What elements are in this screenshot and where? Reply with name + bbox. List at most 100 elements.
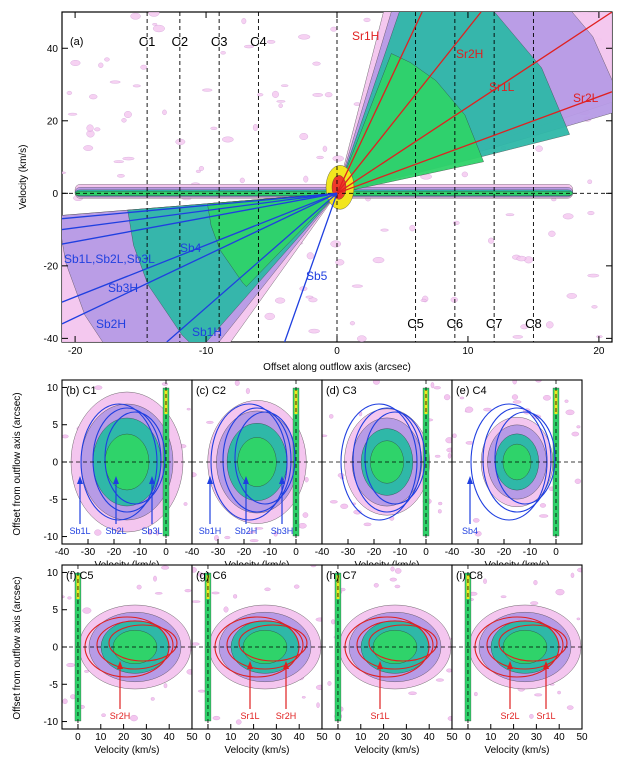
noise-speck [202, 88, 213, 92]
noise-speck [335, 259, 345, 266]
panel-plot: Sr2H [62, 565, 192, 729]
panel-plot [322, 380, 452, 544]
noise-speck [206, 420, 214, 424]
panel-label: (b) C1 [66, 385, 97, 397]
noise-speck [301, 696, 306, 699]
noise-speck [500, 595, 507, 598]
noise-speck [136, 584, 142, 590]
noise-speck [316, 702, 320, 708]
x-tick-label: -20 [68, 346, 83, 357]
y-tick-label: 10 [47, 383, 59, 394]
noise-speck [576, 617, 581, 621]
noise-speck [315, 617, 322, 622]
y-tick-label: 0 [52, 458, 58, 469]
noise-speck [113, 160, 125, 164]
noise-speck [533, 580, 538, 586]
x-tick-label: -30 [81, 547, 96, 558]
x-tick-label: -40 [55, 547, 70, 558]
noise-speck [70, 60, 81, 66]
noise-speck [186, 407, 191, 411]
noise-speck [161, 565, 170, 570]
noise-speck [587, 210, 595, 216]
y-tick-label: -10 [44, 532, 59, 543]
fit-ellipse [494, 411, 556, 505]
blue-lobe [207, 193, 338, 287]
x-tick-label: 50 [446, 732, 458, 743]
noise-speck [483, 578, 487, 584]
label-sb3h: Sb3H [108, 281, 138, 295]
noise-speck [220, 51, 226, 55]
x-tick-label: 40 [424, 732, 436, 743]
noise-speck [256, 93, 264, 97]
x-tick-label: 0 [465, 732, 471, 743]
cut-label-c5: C5 [407, 316, 424, 331]
red-fit-line-sr1h [336, 12, 423, 194]
noise-speck [315, 684, 322, 690]
x-tick-label: 0 [423, 547, 429, 558]
x-tick-label: -20 [237, 547, 252, 558]
noise-speck [330, 26, 338, 32]
noise-speck [303, 175, 309, 183]
noise-speck [62, 595, 65, 599]
noise-speck [322, 434, 328, 437]
noise-speck [571, 431, 580, 437]
noise-speck [98, 62, 104, 68]
annotation-label-sb3h: Sb3H [271, 526, 294, 536]
x-tick-label: 0 [293, 547, 299, 558]
y-tick-label: 40 [47, 44, 59, 55]
label-sb1l-sb2l-sb3l: Sb1L,Sb2L,Sb3L [64, 252, 155, 266]
noise-speck [248, 530, 256, 534]
noise-speck [67, 596, 72, 600]
noise-speck [192, 642, 200, 646]
noise-speck [234, 380, 240, 386]
x-tick-label: -10 [393, 547, 408, 558]
small-panels: Sb1L Sb2L Sb3L (b) C1 -40 -30 -20 -10 0 Velocity … [44, 379, 588, 756]
noise-speck [327, 681, 332, 686]
noise-speck [132, 84, 141, 88]
noise-speck [162, 109, 167, 116]
annotation-label-sb2h: Sb2H [235, 526, 258, 536]
noise-speck [570, 572, 575, 578]
noise-speck [437, 509, 442, 514]
panel-label: (d) C3 [326, 385, 357, 397]
noise-speck [244, 44, 254, 49]
noise-speck [264, 312, 275, 320]
noise-speck [322, 145, 328, 152]
noise-speck [444, 394, 451, 401]
noise-speck [349, 321, 356, 326]
label-sb5: Sb5 [306, 269, 328, 283]
noise-speck [305, 295, 314, 299]
noise-speck [380, 228, 389, 232]
noise-speck [101, 713, 106, 717]
y-tick-label: 5 [52, 605, 58, 616]
arrow-head [467, 476, 473, 484]
x-tick-label: 20 [118, 732, 130, 743]
fit-ellipse [226, 620, 304, 670]
arrow-head [77, 476, 83, 484]
y-tick-label: -5 [49, 680, 58, 691]
noise-speck [89, 94, 98, 100]
row2-ylabel: Offset from outflow axis (arcsec) [12, 576, 23, 719]
noise-speck [62, 171, 67, 174]
noise-speck [183, 502, 188, 506]
noise-speck [420, 298, 427, 302]
x-tick-label: 10 [95, 732, 107, 743]
noise-speck [86, 124, 94, 132]
y-tick-label: -40 [44, 334, 59, 345]
noise-speck [155, 529, 160, 536]
small-panel-5: Sr1L Sr2H (g) C6 0 10 20 30 40 50 Velocity (km/s) [191, 564, 328, 756]
noise-speck [435, 678, 444, 682]
panel-label: (c) C2 [196, 385, 226, 397]
x-axis-label: Velocity (km/s) [94, 745, 159, 756]
noise-speck [192, 567, 197, 573]
panel-plot: Sr1L [322, 565, 452, 729]
noise-speck [548, 230, 556, 237]
noise-speck [459, 396, 465, 400]
panel-label: (h) C7 [326, 570, 357, 582]
fit-ellipse [364, 411, 426, 505]
annotation-label-sr1l: Sr1L [536, 711, 555, 721]
noise-speck [124, 111, 132, 118]
noise-speck [186, 669, 192, 675]
noise-speck [520, 324, 528, 330]
noise-speck [272, 90, 279, 98]
